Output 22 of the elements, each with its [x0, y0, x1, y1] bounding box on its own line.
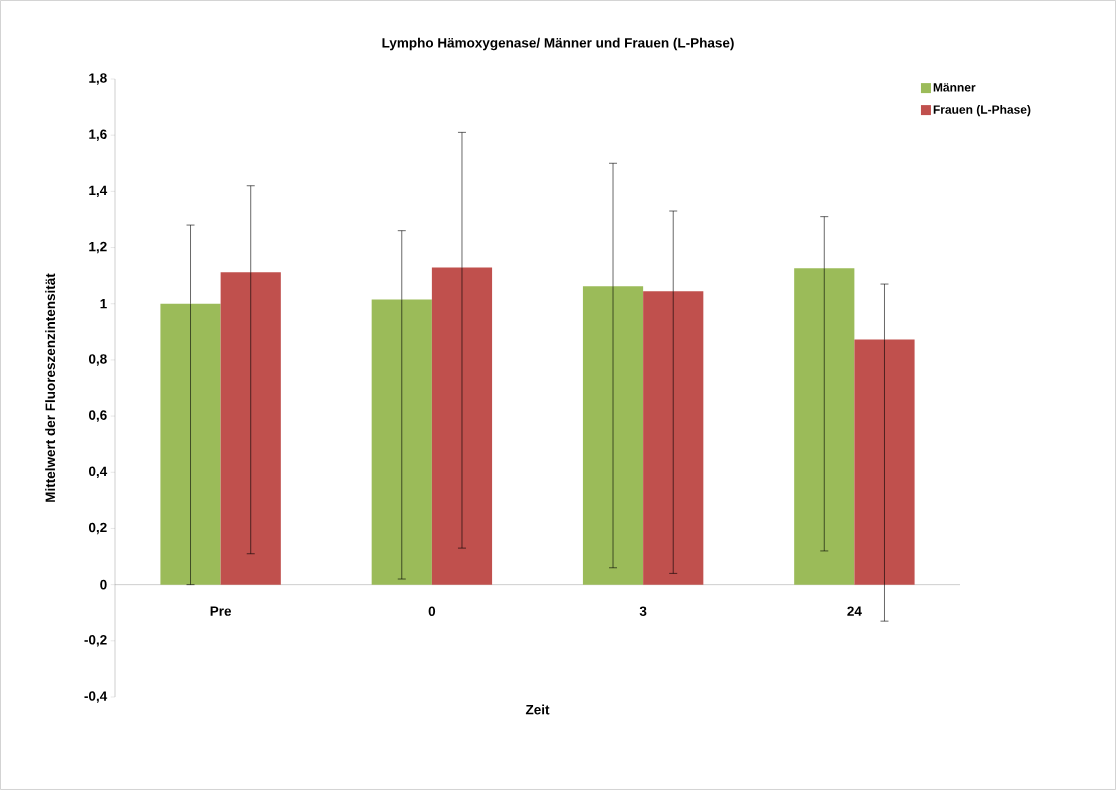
- y-axis-title: Mittelwert der Fluoreszenzintensität: [45, 273, 56, 502]
- y-tick-label: 1,8: [89, 73, 107, 85]
- x-tick-label: Pre: [210, 606, 232, 616]
- chart-title: Lympho Hämoxygenase/ Männer und Frauen (L-Phase): [382, 37, 734, 51]
- y-tick-label: -0,2: [84, 635, 107, 647]
- y-tick-label: 1: [100, 299, 107, 309]
- y-tick-label: 0,6: [88, 410, 107, 422]
- y-tick-label: 1,2: [89, 241, 107, 254]
- bar: [854, 339, 915, 585]
- x-tick-label: 3: [639, 606, 647, 617]
- y-tick-label: 1,6: [89, 129, 107, 141]
- y-tick-label: 0,2: [88, 522, 107, 535]
- legend-label: Frauen (L-Phase): [933, 105, 1031, 117]
- x-tick-label: 0: [428, 606, 436, 616]
- x-tick-label: 24: [847, 606, 862, 616]
- legend-label: Männer: [933, 83, 976, 92]
- y-tick-label: 1,4: [89, 185, 108, 198]
- y-tick-label: 0: [100, 579, 107, 590]
- y-tick-label: 0,8: [88, 354, 107, 366]
- y-tick-label: -0,4: [84, 691, 108, 703]
- x-axis-title: Zeit: [525, 704, 550, 715]
- y-tick-label: 0,4: [88, 466, 108, 479]
